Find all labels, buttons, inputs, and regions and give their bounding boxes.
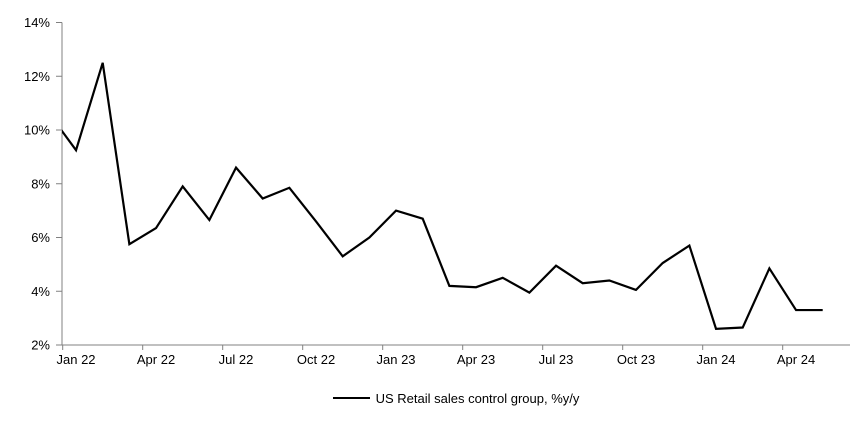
- y-tick-label: 12%: [24, 69, 50, 84]
- y-tick-label: 6%: [31, 230, 50, 245]
- x-tick-label: Apr 23: [457, 352, 495, 367]
- retail-sales-series-line: [62, 62, 823, 331]
- x-tick-label: Oct 23: [617, 352, 655, 367]
- legend-label: US Retail sales control group, %y/y: [375, 390, 580, 406]
- y-tick-label: 4%: [31, 284, 50, 299]
- x-tick-label: Oct 22: [297, 352, 335, 367]
- x-tick-label: Jan 22: [57, 352, 96, 367]
- y-tick-label: 14%: [24, 15, 50, 30]
- x-tick-label: Apr 24: [777, 352, 815, 367]
- y-tick-label: 8%: [31, 176, 50, 191]
- legend: US Retail sales control group, %y/y: [62, 389, 850, 407]
- x-tick-label: Jul 23: [539, 352, 574, 367]
- x-tick-label: Jan 23: [377, 352, 416, 367]
- x-tick-label: Jan 24: [697, 352, 736, 367]
- legend-line-sample: [332, 397, 370, 399]
- x-tick-label: Apr 22: [137, 352, 175, 367]
- y-tick-label: 2%: [31, 338, 50, 353]
- y-tick-label: 10%: [24, 123, 50, 138]
- x-tick-label: Jul 22: [219, 352, 254, 367]
